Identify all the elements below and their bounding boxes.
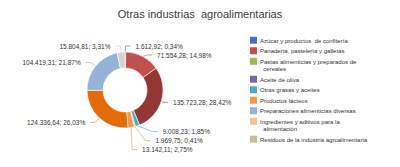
svg-text:1.969,75; 0,41%: 1.969,75; 0,41% [155, 137, 203, 144]
svg-text:Panadería, pastelería y gallet: Panadería, pastelería y galletas [260, 48, 344, 54]
svg-text:Productos lácteos: Productos lácteos [260, 98, 308, 104]
svg-text:Pastas alimenticias y preparad: Pastas alimenticias y preparados de [260, 59, 357, 65]
svg-text:104.419,31; 21,87%: 104.419,31; 21,87% [22, 59, 80, 66]
svg-text:Otras grasas y aceites: Otras grasas y aceites [260, 87, 320, 93]
svg-text:15.804,81; 3,31%: 15.804,81; 3,31% [59, 43, 110, 50]
svg-text:cereales: cereales [260, 66, 286, 72]
svg-text:Aceite de oliva: Aceite de oliva [260, 77, 300, 83]
svg-text:9.008,23; 1,85%: 9.008,23; 1,85% [163, 128, 211, 135]
svg-text:Ingredientes y aditivos para l: Ingredientes y aditivos para la [260, 119, 340, 125]
svg-text:13.142,11; 2,75%: 13.142,11; 2,75% [142, 146, 193, 153]
svg-text:Otras industrias agroalimenta: Otras industrias agroalimentarias [118, 8, 283, 20]
svg-text:Residuos de la industria agroa: Residuos de la industria agroalimentaria [260, 137, 368, 143]
svg-text:Preparaciones alimenticias div: Preparaciones alimenticias diversas [260, 108, 356, 114]
svg-text:Azúcar y productos de confite: Azúcar y productos de confitería [260, 38, 348, 44]
svg-text:71.554,28; 14,98%: 71.554,28; 14,98% [157, 52, 212, 59]
svg-text:alimentación: alimentación [260, 126, 297, 132]
svg-text:124.336,64; 26,03%: 124.336,64; 26,03% [27, 119, 85, 126]
svg-text:1.612,92; 0,34%: 1.612,92; 0,34% [135, 43, 183, 50]
svg-text:135.723,28; 28,42%: 135.723,28; 28,42% [173, 99, 231, 106]
